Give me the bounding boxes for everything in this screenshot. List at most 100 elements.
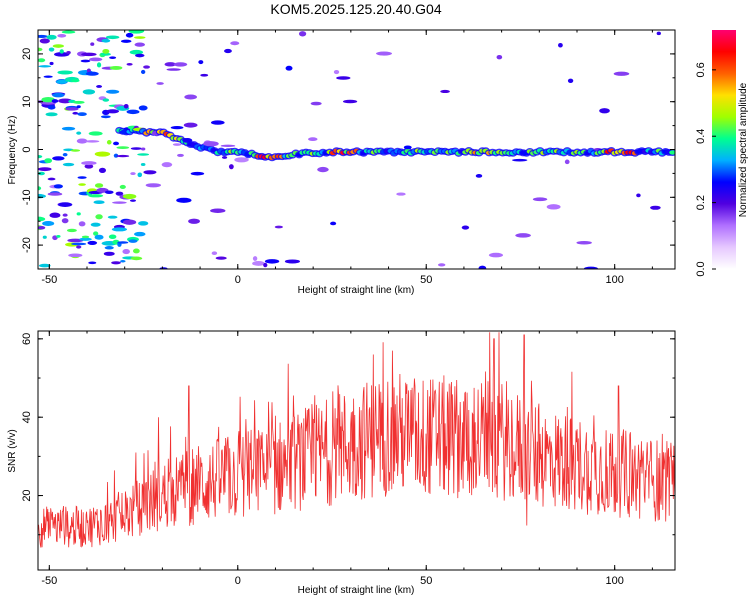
spectrogram-cell [85, 140, 100, 143]
spectrogram-cell [109, 65, 123, 70]
spectrogram-cell [128, 239, 138, 243]
spectrogram-cell [61, 218, 69, 224]
y-tick-label: 10 [21, 96, 33, 108]
spectrogram-cell [220, 144, 236, 148]
spectrogram-cell [48, 47, 55, 52]
spectrogram-cell [42, 235, 47, 239]
spectrogram-cell [90, 42, 95, 46]
snr-panel: -50 0 50 100 60 40 20 Height of straight line… [7, 330, 676, 596]
spectrogram-cell [130, 256, 143, 261]
spectrogram-cell [183, 122, 198, 128]
spectrogram-cell [38, 47, 43, 52]
spectrogram-cell [104, 190, 114, 195]
spectrogram-cell [230, 41, 240, 46]
spectrogram-cells [38, 30, 675, 269]
spectrogram-cell [252, 260, 265, 266]
snr-x-ticks: -50 0 50 100 [41, 331, 653, 587]
spectrogram-cell [140, 147, 146, 151]
spectrogram-cell [176, 197, 192, 203]
spectrogram-cell [43, 75, 53, 78]
spectrogram-cell [44, 158, 53, 164]
spectrogram-cell [137, 172, 143, 178]
spectrogram-cell [76, 138, 88, 144]
colorbar-scale [712, 30, 736, 269]
spectrogram-cell [42, 221, 55, 227]
spectrogram-cell [57, 70, 73, 75]
spectrogram-cell [546, 204, 561, 210]
snr-x-axis-label: Height of straight line (km) [298, 585, 415, 596]
spectrogram-cell [190, 171, 205, 176]
spectrogram-cell [210, 120, 225, 125]
spectrogram-cell [116, 146, 130, 150]
spectrogram-y-axis-label: Frequency (Hz) [7, 116, 18, 185]
spectrogram-cell [100, 115, 111, 119]
spectrogram-cell [138, 105, 148, 111]
spectrogram-cell [129, 199, 136, 202]
spectrogram-cell [134, 36, 146, 39]
spectrogram-cell [138, 221, 149, 226]
spectrogram-cell [145, 183, 162, 188]
snr-plot-area [38, 331, 675, 570]
spectrogram-y-ticks: 20 10 0 -10 -20 [21, 29, 675, 270]
spectrogram-cell [65, 107, 79, 111]
x-tick-label: 50 [420, 274, 432, 286]
spectrogram-cell [636, 193, 641, 198]
spectrogram-cell [38, 154, 43, 159]
colorbar-ticks: 0.0 0.2 0.4 0.6 [695, 62, 716, 277]
spectrogram-cell [140, 69, 146, 75]
spectrogram-cell [177, 153, 184, 157]
spectrogram-cell [133, 248, 140, 254]
spectrogram-cell [396, 192, 406, 196]
spectrogram-cell [203, 141, 219, 147]
spectrogram-cell [108, 234, 117, 240]
spectrogram-cell [87, 240, 98, 245]
spectrogram-cell [656, 31, 661, 36]
spectrogram-cell [76, 212, 81, 216]
spectrogram-cell [76, 245, 82, 249]
spectrogram-cell [376, 51, 392, 56]
spectrogram-cell [200, 73, 209, 77]
spectrogram-cell [166, 68, 181, 71]
spectrogram-cell [53, 184, 63, 189]
spectrogram-cell [221, 156, 228, 159]
spectrogram-cell [78, 183, 86, 186]
spectrogram-cell [66, 228, 77, 233]
spectrogram-cell [79, 237, 92, 241]
spectrogram-cell [96, 85, 103, 88]
snr-y-axis-label: SNR (v/v) [7, 429, 18, 472]
spectrogram-cell [274, 225, 283, 229]
spectrogram-cell [650, 205, 661, 210]
x-tick-label: 100 [606, 575, 624, 587]
spectrogram-cell [122, 193, 137, 200]
colorbar-tick-label: 0.4 [695, 129, 707, 144]
spectrogram-cell [140, 163, 146, 167]
spectrogram-cell [62, 213, 68, 217]
spectrogram-cell [130, 147, 143, 150]
spectrogram-cell [38, 186, 42, 191]
spectrogram-cell [264, 259, 280, 264]
spectrogram-cell [94, 151, 111, 157]
x-tick-label: 0 [235, 274, 241, 286]
spectrogram-cell [210, 208, 226, 213]
x-tick-label: 100 [606, 274, 624, 286]
spectrogram-cell [143, 170, 157, 175]
spectrogram-cell [105, 89, 120, 94]
spectrogram-cell [198, 60, 204, 65]
spectrogram-cell [156, 82, 164, 85]
spectrogram-cell [45, 112, 58, 117]
spectrogram-cell [80, 59, 91, 63]
snr-y-ticks: 60 40 20 [21, 333, 675, 536]
spectrogram-cell [76, 131, 82, 135]
colorbar-tick-label: 0.2 [695, 195, 707, 210]
spectrogram-cell [111, 227, 128, 232]
spectrogram-cell [62, 162, 75, 167]
spectrogram-cell [310, 101, 322, 106]
spectrogram-cell [122, 219, 137, 225]
spectrogram-cell [57, 202, 73, 207]
spectrogram-cell [47, 192, 63, 196]
colorbar-tick-label: 0.6 [695, 62, 707, 77]
spectrogram-cell [47, 177, 56, 181]
spectrogram-cell [94, 234, 104, 240]
spectrogram-cell [72, 111, 79, 115]
spectrogram-cell [62, 153, 68, 157]
